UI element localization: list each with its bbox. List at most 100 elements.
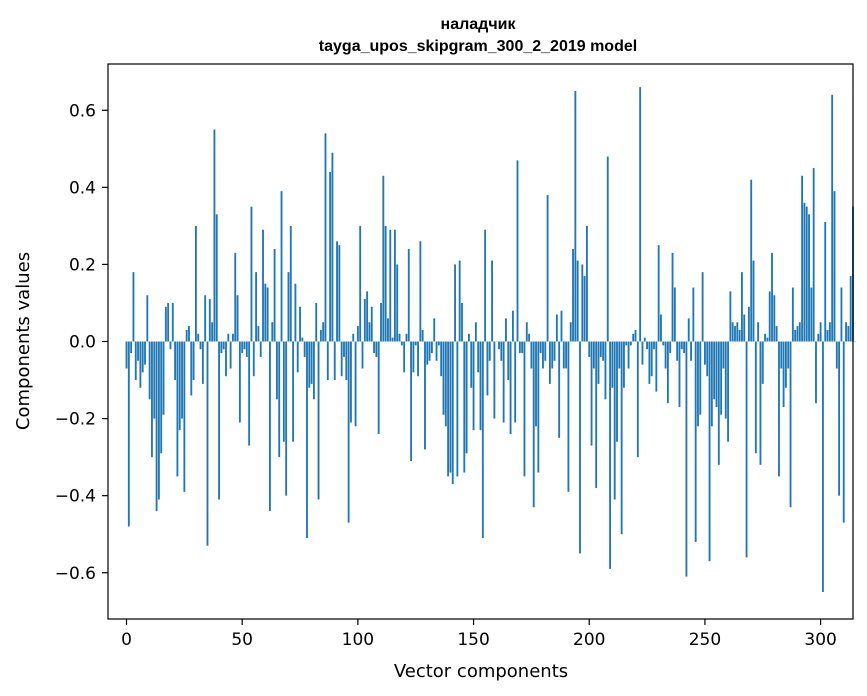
bar	[319, 329, 322, 342]
bar	[847, 326, 850, 342]
bar	[752, 260, 755, 342]
bar	[616, 341, 618, 442]
bar	[768, 291, 771, 342]
bar	[299, 306, 301, 342]
bar	[292, 341, 295, 442]
y-axis: −0.6 −0.4 −0.2 0.0 0.2 0.4 0.6	[55, 101, 108, 584]
bar	[789, 341, 792, 508]
bar	[782, 341, 785, 408]
bar	[613, 341, 616, 500]
bar	[174, 341, 177, 381]
bar	[465, 341, 468, 454]
bar	[849, 275, 852, 342]
bar	[629, 341, 632, 346]
bar	[192, 341, 195, 381]
bar	[528, 333, 531, 342]
bar	[470, 341, 473, 388]
bar	[380, 302, 382, 342]
bar	[747, 306, 750, 342]
bar	[160, 341, 163, 454]
bar	[634, 329, 637, 342]
bar	[162, 341, 165, 415]
bar	[151, 341, 153, 458]
bar	[639, 87, 642, 342]
bar	[190, 341, 193, 396]
x-tick-label: 100	[342, 630, 374, 650]
bar	[532, 341, 535, 508]
bar	[227, 333, 230, 342]
bar	[583, 275, 586, 342]
bar	[604, 341, 607, 400]
bar	[780, 341, 783, 369]
bar	[188, 326, 190, 342]
x-tick-label: 250	[689, 630, 721, 650]
bar	[232, 333, 234, 342]
bar	[366, 291, 369, 342]
bar	[692, 287, 695, 342]
bar	[754, 341, 757, 454]
bar	[664, 341, 667, 369]
bar	[197, 333, 200, 342]
bar	[741, 272, 743, 342]
bar	[442, 341, 445, 415]
bar	[218, 341, 220, 500]
bar	[516, 160, 519, 342]
bar	[329, 171, 332, 342]
bar	[518, 341, 521, 354]
bar	[419, 241, 422, 342]
bar	[653, 341, 655, 350]
bar	[636, 341, 639, 458]
bar	[694, 341, 697, 542]
bar	[745, 341, 748, 558]
bar	[347, 341, 350, 523]
bar	[396, 264, 399, 342]
bar	[812, 168, 815, 342]
bar	[387, 318, 389, 342]
bar	[706, 341, 709, 377]
chart-title: наладчик	[441, 16, 517, 33]
bar	[169, 341, 172, 350]
bar	[294, 283, 297, 342]
bar	[435, 341, 438, 361]
bar	[447, 341, 450, 477]
bar	[303, 341, 306, 357]
bar	[269, 341, 271, 512]
bar	[646, 341, 649, 350]
bar	[657, 245, 660, 342]
bar	[236, 295, 239, 342]
bar	[595, 341, 598, 488]
bar	[690, 341, 692, 361]
bar	[764, 333, 767, 342]
bar	[713, 341, 716, 400]
bar	[322, 322, 325, 342]
bar	[815, 341, 817, 404]
bar	[666, 341, 669, 404]
bar	[229, 341, 232, 369]
bar	[824, 222, 827, 342]
bar	[766, 337, 769, 342]
bar	[275, 341, 278, 400]
bar	[181, 341, 183, 419]
bar	[171, 302, 174, 342]
bar	[225, 341, 227, 377]
bar	[757, 322, 760, 342]
bar	[375, 341, 378, 357]
bar	[817, 333, 820, 342]
bar	[542, 341, 544, 369]
bar	[805, 206, 808, 342]
bar	[736, 322, 739, 342]
bar	[828, 322, 831, 342]
bar	[833, 191, 836, 342]
bar	[405, 333, 408, 342]
bar	[308, 341, 311, 388]
bar	[257, 326, 260, 342]
bar	[430, 341, 433, 354]
bar	[602, 341, 605, 361]
bar	[410, 341, 413, 461]
bar	[486, 341, 489, 396]
bar	[206, 341, 209, 546]
bar	[502, 341, 505, 423]
bar	[842, 341, 845, 523]
bar	[678, 341, 681, 408]
bar	[641, 341, 644, 365]
